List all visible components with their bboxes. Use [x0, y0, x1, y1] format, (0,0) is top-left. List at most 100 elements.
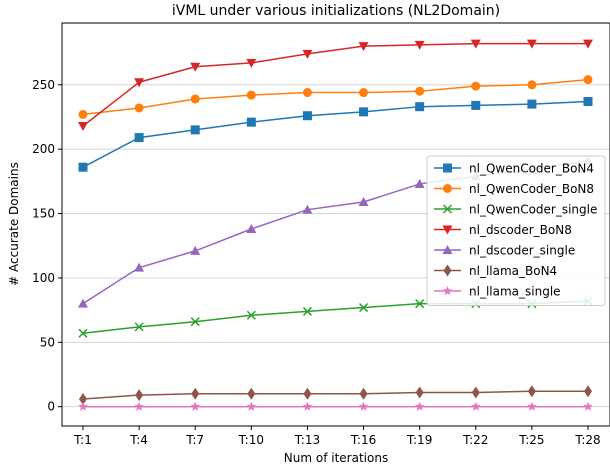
data-point — [246, 90, 256, 100]
y-tick-label: 100 — [32, 271, 55, 285]
data-point — [358, 196, 369, 206]
x-axis: T:1 T:4 T:7 T:10 T:13 T:16 T:19 T:22 T:25 T:28 — [73, 426, 601, 447]
x-tick-label: T:4 — [129, 433, 148, 447]
x-tick-label: T:10 — [238, 433, 264, 447]
data-point — [190, 125, 200, 135]
legend-marker — [442, 245, 453, 254]
series-nl_dscoder_BoN8 — [78, 39, 593, 132]
data-point — [302, 401, 313, 411]
data-point — [359, 387, 368, 400]
legend-item: nl_llama_single — [434, 285, 561, 299]
data-point — [527, 385, 536, 398]
data-point — [302, 49, 313, 59]
series-line — [82, 42, 588, 127]
data-point — [190, 401, 200, 411]
data-point — [78, 401, 88, 411]
data-point — [78, 328, 88, 338]
data-point — [414, 178, 425, 188]
data-point — [79, 392, 87, 405]
legend-item: nl_dscoder_single — [434, 244, 575, 258]
data-point — [134, 133, 144, 143]
chart-title: iVML under various initializations (NL2D… — [172, 3, 500, 19]
data-point — [583, 75, 593, 85]
data-point — [134, 322, 144, 332]
legend-marker — [442, 286, 453, 296]
data-point — [78, 298, 88, 308]
data-point — [471, 401, 481, 411]
y-tick-label: 200 — [32, 142, 55, 156]
data-point — [134, 78, 145, 88]
legend-marker — [443, 264, 452, 277]
legend-item: nl_dscoder_BoN8 — [434, 223, 572, 237]
data-point — [471, 100, 481, 110]
data-point — [134, 103, 144, 113]
series-nl_llama_BoN4 — [79, 385, 592, 405]
legend-marker — [442, 225, 453, 235]
data-point — [583, 39, 593, 49]
y-tick-label: 0 — [47, 400, 55, 414]
legend-label: nl_dscoder_single — [469, 244, 575, 258]
data-point — [415, 86, 425, 96]
legend-item: nl_QwenCoder_BoN4 — [434, 162, 594, 176]
data-point — [190, 62, 201, 72]
legend-marker — [442, 204, 453, 214]
x-tick-label: T:22 — [462, 433, 488, 447]
data-point — [527, 99, 537, 109]
data-point — [134, 401, 144, 411]
data-point — [78, 122, 88, 132]
data-point — [471, 386, 480, 399]
legend-frame — [426, 155, 606, 306]
legend-label: nl_QwenCoder_BoN8 — [469, 182, 594, 196]
data-point — [190, 245, 201, 255]
plot-frame — [61, 22, 610, 427]
data-point — [246, 58, 257, 68]
series-line — [82, 390, 588, 400]
data-point — [246, 310, 256, 320]
data-point — [246, 401, 257, 411]
data-point — [359, 88, 369, 98]
data-point — [78, 109, 88, 119]
legend-item: nl_QwenCoder_BoN8 — [434, 182, 594, 196]
series-nl_QwenCoder_BoN8 — [78, 75, 593, 119]
data-point — [358, 401, 369, 411]
data-point — [359, 107, 369, 117]
data-point — [526, 39, 537, 49]
x-tick-label: T:7 — [185, 433, 204, 447]
legend-item: nl_QwenCoder_single — [434, 203, 597, 217]
data-point — [302, 306, 312, 316]
data-point — [247, 387, 256, 400]
x-tick-label: T:19 — [406, 433, 432, 447]
legend-label: nl_dscoder_BoN8 — [469, 223, 572, 237]
data-point — [415, 299, 425, 309]
legend: nl_QwenCoder_BoN4 nl_QwenCoder_BoN8 nl_Qwe… — [426, 155, 606, 306]
x-axis-label: Num of iterations — [284, 451, 388, 465]
legend-marker — [443, 163, 452, 173]
data-point — [134, 262, 145, 272]
series-nl_QwenCoder_BoN4 — [78, 97, 593, 172]
series-nl_llama_single — [78, 401, 593, 411]
legend-label: nl_llama_BoN4 — [469, 264, 557, 278]
series-line — [82, 100, 589, 168]
data-point — [583, 401, 593, 411]
data-point — [190, 317, 200, 327]
data-point — [302, 204, 313, 214]
y-axis-label: # Accurate Domains — [7, 162, 21, 286]
data-point — [135, 389, 144, 402]
data-point — [190, 94, 200, 104]
x-tick-label: T:1 — [73, 433, 92, 447]
data-point — [470, 39, 481, 49]
legend-item: nl_llama_BoN4 — [434, 264, 557, 278]
data-point — [583, 97, 593, 107]
data-point — [414, 40, 425, 50]
y-tick-label: 250 — [32, 78, 55, 92]
data-point — [584, 385, 592, 398]
data-point — [359, 303, 369, 313]
data-point — [302, 88, 312, 98]
legend-label: nl_llama_single — [469, 285, 561, 299]
data-point — [302, 111, 312, 121]
legend-marker — [443, 184, 452, 193]
data-point — [246, 224, 257, 234]
x-tick-label: T:25 — [518, 433, 544, 447]
